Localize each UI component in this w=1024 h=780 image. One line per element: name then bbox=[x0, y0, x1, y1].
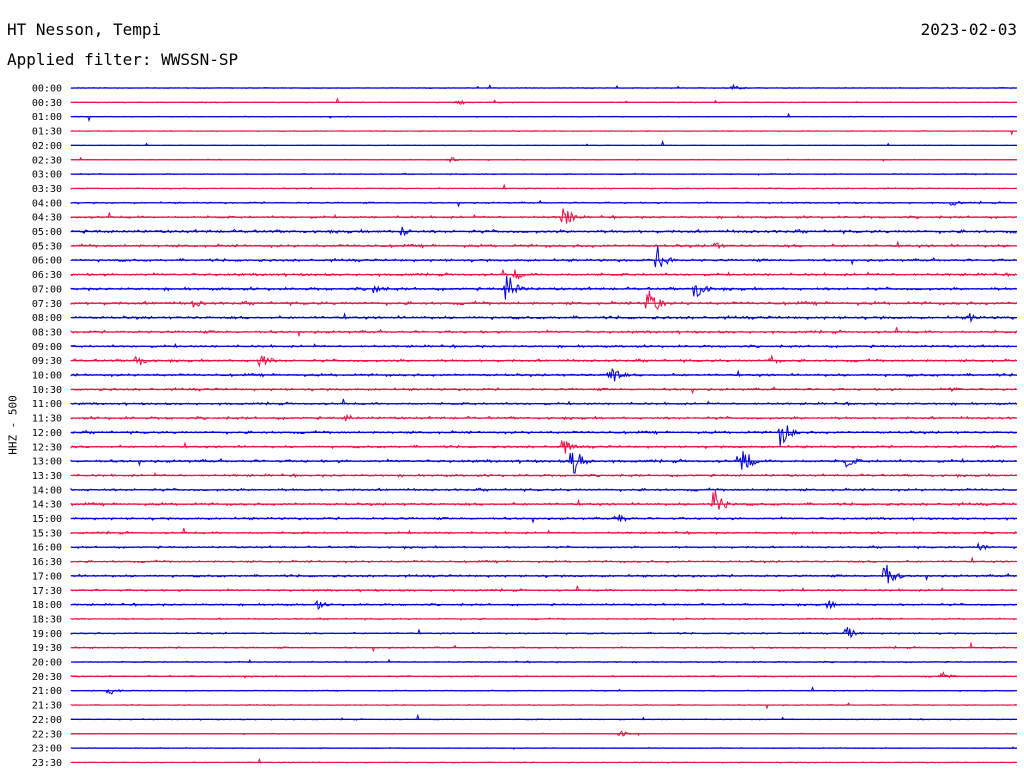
row-time-label: 23:30 bbox=[32, 758, 62, 769]
trace-line bbox=[70, 556, 1017, 564]
row-time-label: 04:00 bbox=[32, 198, 62, 209]
trace-line bbox=[70, 208, 1017, 224]
row-time-label: 20:30 bbox=[32, 672, 62, 683]
row-time-label: 18:00 bbox=[32, 600, 62, 611]
row-time-label: 10:30 bbox=[32, 385, 62, 396]
trace-line bbox=[70, 240, 1017, 250]
row-time-label: 20:00 bbox=[32, 658, 62, 669]
row-time-label: 00:00 bbox=[32, 84, 62, 95]
row-time-label: 00:30 bbox=[32, 98, 62, 109]
trace-line bbox=[70, 490, 1017, 510]
row-time-label: 02:30 bbox=[32, 155, 62, 166]
row-time-label: 16:00 bbox=[32, 543, 62, 554]
trace-line bbox=[70, 386, 1017, 395]
row-time-label: 23:00 bbox=[32, 744, 62, 755]
row-time-label: 07:30 bbox=[32, 299, 62, 310]
row-time-label: 17:30 bbox=[32, 586, 62, 597]
row-time-label: 09:30 bbox=[32, 356, 62, 367]
row-time-label: 15:30 bbox=[32, 528, 62, 539]
row-time-label: 14:30 bbox=[32, 500, 62, 511]
row-time-label: 09:00 bbox=[32, 342, 62, 353]
row-time-label: 15:00 bbox=[32, 514, 62, 525]
filter-label: Applied filter: WWSSN-SP bbox=[7, 50, 239, 69]
row-time-label: 12:30 bbox=[32, 442, 62, 453]
row-time-label: 03:30 bbox=[32, 184, 62, 195]
row-time-label: 19:00 bbox=[32, 629, 62, 640]
station-title: HT Nesson, Tempi bbox=[7, 20, 162, 39]
row-time-label: 06:30 bbox=[32, 270, 62, 281]
row-time-label: 22:00 bbox=[32, 715, 62, 726]
row-time-label: 17:00 bbox=[32, 571, 62, 582]
row-time-label: 04:30 bbox=[32, 213, 62, 224]
trace-line bbox=[70, 450, 1017, 474]
row-time-label: 03:00 bbox=[32, 170, 62, 181]
row-time-label: 10:00 bbox=[32, 371, 62, 382]
trace-line bbox=[70, 290, 1017, 310]
row-time-label: 08:00 bbox=[32, 313, 62, 324]
trace-line bbox=[70, 398, 1017, 407]
row-time-label: 16:30 bbox=[32, 557, 62, 568]
row-time-label: 06:00 bbox=[32, 256, 62, 267]
row-time-label: 05:30 bbox=[32, 241, 62, 252]
row-time-label: 08:30 bbox=[32, 327, 62, 338]
row-time-label: 02:00 bbox=[32, 141, 62, 152]
row-time-label: 19:30 bbox=[32, 643, 62, 654]
trace-line bbox=[70, 275, 1017, 300]
row-time-label: 11:00 bbox=[32, 399, 62, 410]
trace-line bbox=[70, 97, 1017, 105]
row-time-label: 11:30 bbox=[32, 414, 62, 425]
trace-line bbox=[70, 626, 1017, 639]
row-time-label: 14:00 bbox=[32, 485, 62, 496]
date-label: 2023-02-03 bbox=[920, 20, 1017, 39]
row-time-label: 07:00 bbox=[32, 284, 62, 295]
row-time-label: 01:00 bbox=[32, 112, 62, 123]
row-time-label: 21:00 bbox=[32, 686, 62, 697]
trace-line bbox=[70, 246, 1017, 268]
row-time-label: 01:30 bbox=[32, 127, 62, 138]
row-time-label: 21:30 bbox=[32, 701, 62, 712]
row-time-label: 12:00 bbox=[32, 428, 62, 439]
row-time-label: 22:30 bbox=[32, 729, 62, 740]
trace-line bbox=[70, 425, 1017, 447]
row-time-label: 05:00 bbox=[32, 227, 62, 238]
trace-line bbox=[70, 671, 1017, 679]
trace-line bbox=[70, 564, 1017, 584]
row-time-label: 18:30 bbox=[32, 614, 62, 625]
row-time-label: 13:30 bbox=[32, 471, 62, 482]
row-time-label: 13:00 bbox=[32, 457, 62, 468]
